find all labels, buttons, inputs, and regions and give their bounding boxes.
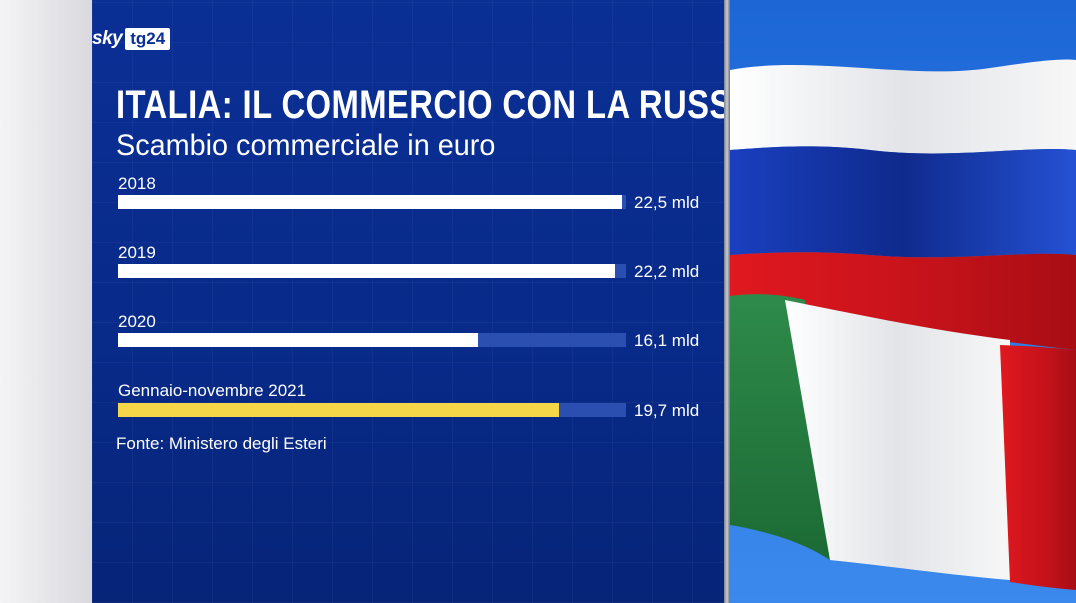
category-label: 2020 xyxy=(118,312,156,331)
panel-divider xyxy=(724,0,730,603)
flags-illustration xyxy=(730,59,1076,590)
value-label: 22,5 mld xyxy=(634,193,700,212)
bar xyxy=(118,333,478,347)
bar-track xyxy=(118,264,626,278)
logo-tg24-text: tg24 xyxy=(125,28,171,50)
flags-photo xyxy=(730,0,1076,603)
value-label: 16,1 mld xyxy=(634,331,700,350)
graphic-panel xyxy=(92,0,724,603)
category-label: 2019 xyxy=(118,243,156,262)
bar xyxy=(118,264,615,278)
bar-track xyxy=(118,403,626,417)
chart-title: ITALIA: IL COMMERCIO CON LA RUSSIA xyxy=(116,83,766,127)
value-label: 19,7 mld xyxy=(634,401,700,420)
bar xyxy=(118,195,622,209)
chart-subtitle: Scambio commerciale in euro xyxy=(116,129,496,162)
category-label: Gennaio-novembre 2021 xyxy=(118,381,307,400)
russia-red-stripe xyxy=(730,252,1076,350)
left-background-strip xyxy=(0,0,92,603)
sky-tg24-logo: sky tg24 xyxy=(92,27,171,51)
logo-sky-text: sky xyxy=(92,28,123,49)
source-note: Fonte: Ministero degli Esteri xyxy=(116,434,327,453)
russia-blue-stripe xyxy=(730,146,1076,258)
italy-red-stripe xyxy=(1000,345,1076,590)
bar xyxy=(118,403,559,417)
bar-track xyxy=(118,195,626,209)
value-label: 22,2 mld xyxy=(634,262,700,281)
bar-track xyxy=(118,333,626,347)
category-label: 2018 xyxy=(118,174,156,193)
russia-white-stripe xyxy=(730,59,1076,154)
italy-white-stripe xyxy=(785,300,1010,580)
